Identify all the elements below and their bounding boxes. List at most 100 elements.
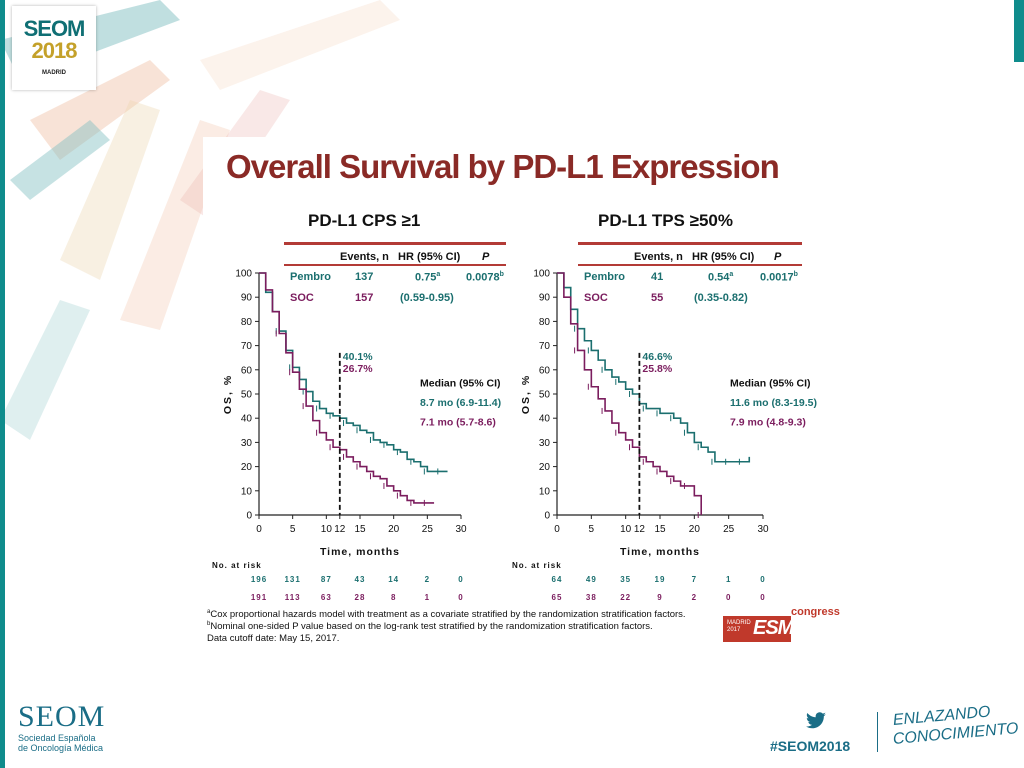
chart2-at-risk-soc: 9	[657, 593, 662, 602]
esmo-name: ESMO	[753, 617, 809, 639]
chart1-row-soc-hr: (0.59-0.95)	[400, 292, 454, 304]
chart2-ytick-label: 90	[539, 293, 551, 304]
logo-line2: 2018	[31, 38, 78, 63]
decorative-background	[0, 0, 400, 440]
chart2-at-risk-soc: 65	[552, 593, 563, 602]
chart1-ytick-label: 30	[241, 438, 253, 449]
chart2-row-soc-events: 55	[651, 292, 664, 304]
chart1-series-pembro	[259, 272, 448, 473]
chart1-at-risk-pembro: 14	[388, 575, 399, 584]
chart1-ytick-label: 60	[241, 365, 253, 376]
chart2-table-header-rule	[578, 264, 802, 266]
chart1-at-risk-soc: 28	[355, 593, 366, 602]
chart2-at-risk-pembro: 64	[552, 575, 563, 584]
chart2-at-risk-pembro: 35	[620, 575, 631, 584]
chart2-row-pembro-events: 41	[651, 271, 664, 283]
chart2-ytick-label: 30	[539, 438, 551, 449]
chart2-row-pembro-arm: Pembro	[584, 271, 625, 283]
chart2-xtick-label: 0	[554, 524, 560, 535]
chart1-at-risk-soc: 0	[458, 593, 463, 602]
left-accent-bar	[0, 0, 5, 768]
chart2-ytick-label: 100	[533, 269, 550, 280]
chart2-xtick-label: 10	[620, 524, 632, 535]
chart2-xtick-label: 30	[757, 524, 769, 535]
footer-divider	[877, 712, 878, 752]
esmo-madrid-label: MADRID 2017	[727, 620, 751, 633]
right-accent-bar	[1014, 0, 1024, 62]
chart2-row-pembro-p: 0.0017b	[760, 271, 798, 284]
chart1-at-risk-title: No. at risk	[212, 561, 262, 570]
chart1-at-risk-soc: 63	[321, 593, 332, 602]
chart1-ytick-label: 0	[246, 511, 252, 522]
chart2-ytick-label: 50	[539, 390, 551, 401]
chart1-title: PD-L1 CPS ≥1	[308, 211, 421, 230]
chart1-ytick-label: 70	[241, 341, 253, 352]
chart2-xtick-label: 20	[689, 524, 701, 535]
chart2-ytick-label: 20	[539, 462, 551, 473]
chart1-row-soc-arm: SOC	[290, 292, 314, 304]
chart1-ytick-label: 20	[241, 462, 253, 473]
chart1-median-soc: 7.1 mo (5.7-8.6)	[420, 416, 496, 428]
footnote-a: aCox proportional hazards model with tre…	[207, 609, 686, 621]
chart2-ytick-label: 60	[539, 365, 551, 376]
chart1-header-p: P	[482, 251, 490, 263]
chart2-at-risk-soc: 2	[692, 593, 697, 602]
chart1-at-risk-pembro: 87	[321, 575, 332, 584]
chart1-xtick-label: 0	[256, 524, 262, 535]
chart2-series-pembro	[557, 272, 751, 463]
chart2-xlabel: Time, months	[620, 546, 700, 558]
twitter-icon[interactable]	[805, 712, 827, 730]
chart1-xtick-label: 5	[290, 524, 296, 535]
chart1-at-risk-pembro: 2	[425, 575, 430, 584]
chart1-at-risk-pembro: 43	[355, 575, 366, 584]
chart2-header-hr: HR (95% CI)	[692, 251, 755, 263]
seom-footer-subtitle: Sociedad Española de Oncología Médica	[18, 733, 104, 753]
chart2-series-soc	[557, 272, 702, 515]
chart1-ytick-label: 50	[241, 390, 253, 401]
chart1-xtick-label: 10	[321, 524, 333, 535]
logo-line1: SEOM	[23, 16, 86, 41]
slide-title: Overall Survival by PD-L1 Expression	[226, 148, 780, 185]
chart1-median-title: Median (95% CI)	[420, 378, 501, 390]
chart2-at-risk-pembro: 7	[692, 575, 697, 584]
chart2-landmark-soc: 25.8%	[642, 363, 672, 375]
chart1-header-events: Events, n	[340, 251, 389, 263]
chart2-title: PD-L1 TPS ≥50%	[598, 211, 733, 230]
chart2-ytick-label: 10	[539, 486, 551, 497]
chart1-at-risk-soc: 113	[285, 593, 301, 602]
chart1-at-risk-soc: 191	[251, 593, 267, 602]
esmo-logo	[723, 616, 791, 642]
chart1-at-risk-soc: 1	[425, 593, 430, 602]
chart2-ylabel: OS, %	[520, 374, 532, 414]
chart2-at-risk-soc: 38	[586, 593, 597, 602]
chart2-xtick-label: 15	[654, 524, 666, 535]
footnote-cutoff: Data cutoff date: May 15, 2017.	[207, 633, 340, 644]
chart1-xtick-label: 15	[354, 524, 366, 535]
logo-line3: MADRID	[42, 70, 66, 76]
chart1-median-pembro: 8.7 mo (6.9-11.4)	[420, 397, 501, 409]
chart2-table-top-rule	[578, 242, 802, 245]
chart2-at-risk-pembro: 1	[726, 575, 731, 584]
chart2-at-risk-pembro: 19	[655, 575, 666, 584]
chart1-landmark-soc: 26.7%	[343, 363, 373, 375]
esmo-congress: congress	[791, 606, 840, 618]
chart1-row-pembro-events: 137	[355, 271, 374, 283]
chart1-ytick-label: 10	[241, 486, 253, 497]
chart1-ytick-label: 90	[241, 293, 253, 304]
chart1-xlabel: Time, months	[320, 546, 400, 558]
chart2-at-risk-title: No. at risk	[512, 561, 562, 570]
chart2-ytick-label: 40	[539, 414, 551, 425]
chart1-xtick-label: 12	[334, 524, 346, 535]
chart1-at-risk-pembro: 196	[251, 575, 267, 584]
chart1-ytick-label: 100	[235, 269, 252, 280]
chart1-table-top-rule	[284, 242, 506, 245]
chart2-row-soc-arm: SOC	[584, 292, 608, 304]
chart1-at-risk-pembro: 131	[284, 575, 300, 584]
chart2-landmark-pembro: 46.6%	[642, 351, 672, 363]
chart2-at-risk-pembro: 0	[760, 575, 765, 584]
hashtag[interactable]: #SEOM2018	[770, 738, 851, 754]
chart2-median-soc: 7.9 mo (4.8-9.3)	[730, 416, 806, 428]
chart2-row-pembro-hr: 0.54a	[708, 271, 734, 284]
chart2-header-p: P	[774, 251, 782, 263]
chart2-xtick-label: 5	[589, 524, 595, 535]
